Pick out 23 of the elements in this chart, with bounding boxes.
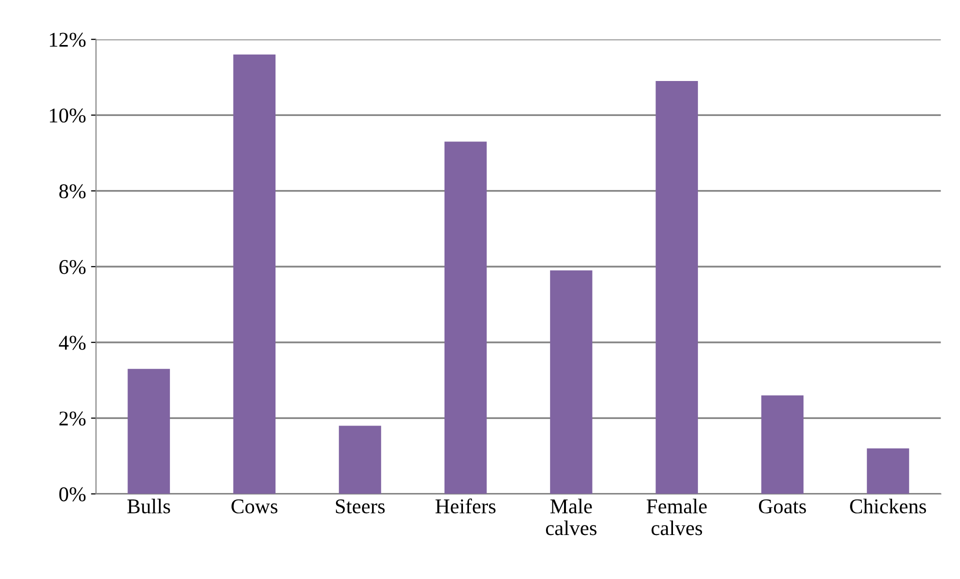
y-tick-label: 6% (59, 260, 86, 274)
x-tick-label: Cows (232, 499, 278, 514)
bar (550, 270, 592, 494)
bar (233, 54, 276, 494)
y-tick-label: 2% (59, 412, 86, 426)
bar (338, 426, 382, 494)
bar (761, 395, 804, 494)
x-tick-label: Male calves (546, 498, 596, 536)
y-tick-label: 10% (50, 108, 86, 123)
x-tick-label: Steers (336, 499, 385, 514)
x-tick-label: Female calves (646, 498, 707, 536)
x-tick-label: Goats (758, 499, 806, 514)
bar (656, 81, 698, 494)
y-tick-label: 8% (59, 184, 86, 198)
bar (866, 448, 910, 494)
y-tick-label: 4% (58, 336, 86, 350)
y-tick-label: 0% (59, 487, 86, 502)
x-tick-label: Bulls (127, 498, 170, 514)
x-tick-label: Chickens (850, 498, 926, 514)
bar (128, 368, 170, 494)
x-tick-label: Heifers (436, 498, 496, 514)
bar (444, 142, 487, 494)
y-tick-label: 12% (50, 32, 86, 47)
